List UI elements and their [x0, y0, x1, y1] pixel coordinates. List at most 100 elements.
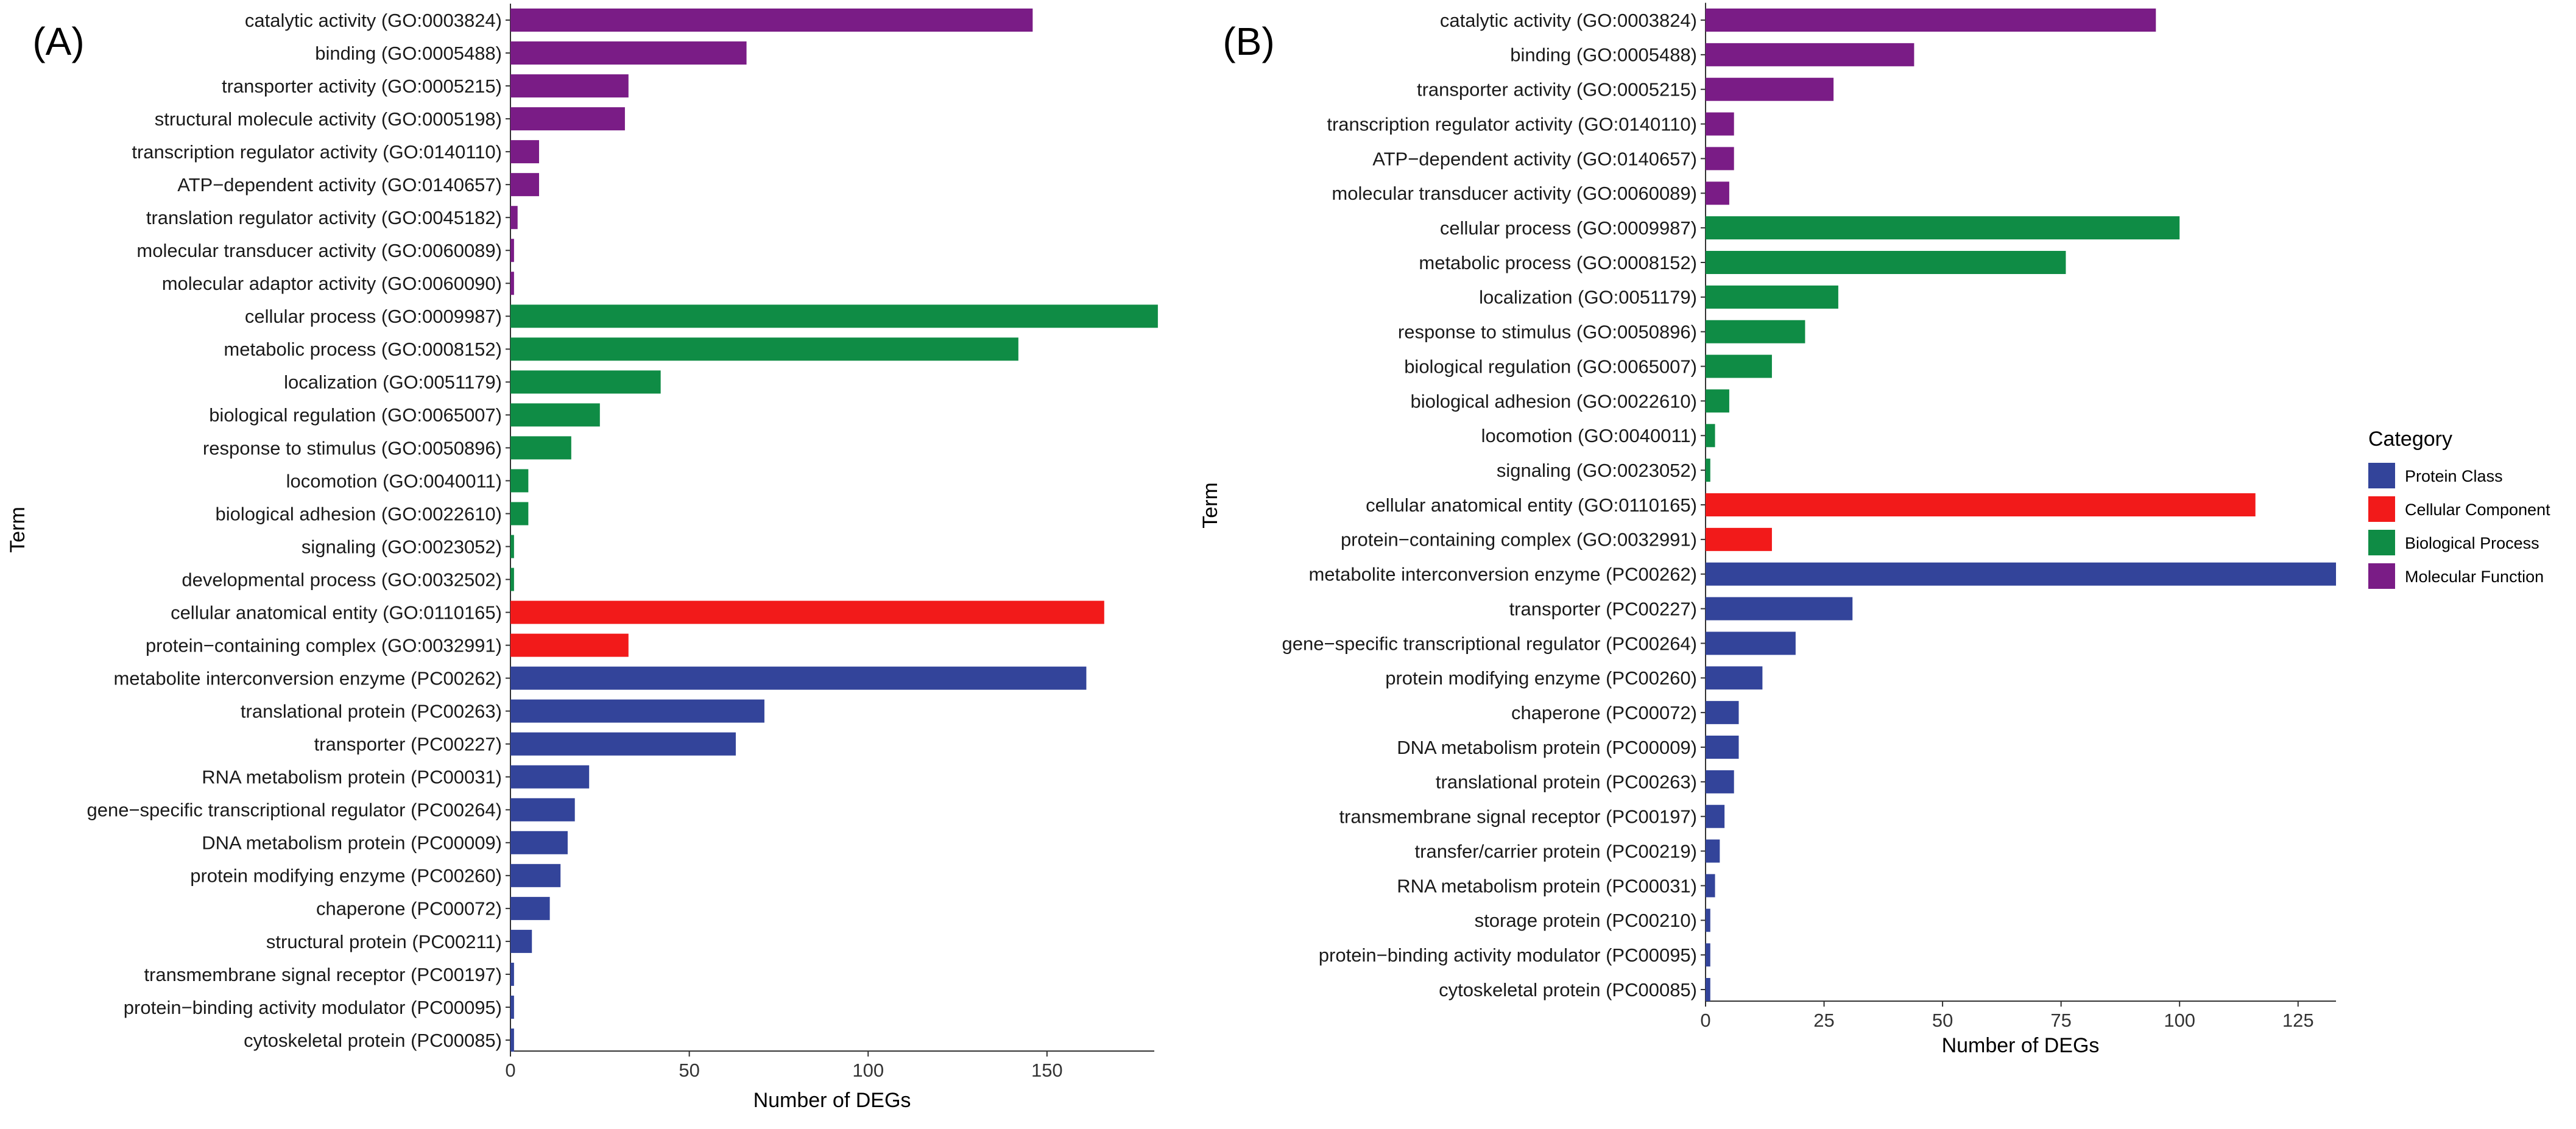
y-tick-label: signaling (GO:0023052) — [1497, 460, 1697, 481]
bar — [510, 304, 1158, 328]
legend-title: Category — [2368, 427, 2452, 451]
bar — [1706, 9, 2156, 32]
y-tick-label: DNA metabolism protein (PC00009) — [1397, 737, 1697, 758]
bar — [1706, 666, 1763, 690]
x-tick-label: 75 — [2050, 1010, 2071, 1031]
y-tick-label: translation regulator activity (GO:00451… — [146, 207, 502, 228]
bar — [510, 272, 514, 295]
x-tick-label: 50 — [679, 1060, 699, 1081]
y-tick-label: transmembrane signal receptor (PC00197) — [1339, 806, 1697, 828]
bar — [510, 568, 514, 591]
y-tick-label: cellular anatomical entity (GO:0110165) — [171, 602, 502, 623]
bar — [510, 140, 539, 164]
y-tick-label: biological regulation (GO:0065007) — [1404, 356, 1697, 377]
y-tick-label: transporter activity (GO:0005215) — [1417, 79, 1697, 100]
y-tick-label: protein modifying enzyme (PC00260) — [1385, 667, 1697, 689]
x-tick-label: 125 — [2282, 1010, 2314, 1031]
legend-entry-label: Biological Process — [2405, 534, 2539, 552]
bar — [1706, 527, 1772, 551]
y-tick-label: molecular adaptor activity (GO:0060090) — [162, 273, 502, 294]
y-tick-label: transporter (PC00227) — [314, 734, 502, 755]
y-tick-label: binding (GO:0005488) — [1510, 44, 1697, 66]
bar — [1706, 43, 1914, 66]
bar — [510, 337, 1018, 361]
bar — [510, 173, 539, 197]
y-tick-label: biological adhesion (GO:0022610) — [216, 503, 502, 524]
bar — [510, 962, 514, 986]
y-tick-label: developmental process (GO:0032502) — [182, 569, 502, 590]
y-tick-label: localization (GO:0051179) — [284, 371, 502, 393]
bar — [510, 798, 575, 821]
bar — [1706, 874, 1715, 898]
bar — [510, 502, 529, 526]
y-tick-label: signaling (GO:0023052) — [302, 536, 502, 557]
bar — [510, 436, 571, 460]
y-tick-label: molecular transducer activity (GO:006008… — [1332, 183, 1697, 204]
panel-a-chart: (A) catalytic activity (GO:0003824) bindin… — [6, 3, 1158, 1112]
bar — [1706, 181, 1729, 205]
legend-swatch — [2368, 530, 2395, 555]
x-tick-label: 0 — [505, 1060, 515, 1081]
bar — [510, 403, 600, 427]
bar — [1706, 978, 1710, 1001]
y-tick-label: cytoskeletal protein (PC00085) — [1439, 979, 1697, 1001]
panel-label: (A) — [32, 19, 84, 63]
y-tick-label: gene−specific transcriptional regulator … — [86, 800, 502, 821]
bar — [1706, 77, 1834, 101]
bar — [510, 929, 532, 953]
y-tick-label: protein−binding activity modulator (PC00… — [1319, 944, 1697, 966]
y-tick-label: transporter activity (GO:0005215) — [222, 76, 502, 97]
y-tick-label: metabolic process (GO:0008152) — [1419, 252, 1697, 273]
bar — [1706, 147, 1734, 171]
bar — [510, 107, 625, 131]
bar — [1706, 804, 1725, 828]
x-tick-label: 0 — [1700, 1010, 1710, 1031]
y-tick-label: cellular anatomical entity (GO:0110165) — [1366, 494, 1697, 516]
y-tick-label: ATP−dependent activity (GO:0140657) — [1372, 148, 1697, 169]
y-axis-title: Term — [6, 507, 29, 553]
y-tick-label: DNA metabolism protein (PC00009) — [202, 832, 502, 854]
x-tick-label: 100 — [2164, 1010, 2195, 1031]
bar — [1706, 909, 1710, 932]
bar — [510, 831, 568, 854]
y-tick-label: response to stimulus (GO:0050896) — [203, 437, 502, 459]
y-tick-label: translational protein (PC00263) — [1436, 772, 1697, 793]
bar — [510, 666, 1087, 690]
y-tick-label: RNA metabolism protein (PC00031) — [202, 767, 502, 788]
y-tick-label: protein−containing complex (GO:0032991) — [1341, 529, 1697, 550]
y-tick-label: locomotion (GO:0040011) — [1481, 425, 1697, 446]
bar — [1706, 770, 1734, 793]
y-tick-label: biological adhesion (GO:0022610) — [1411, 390, 1697, 412]
bar — [1706, 631, 1796, 655]
bar — [1706, 389, 1729, 413]
y-tick-label: binding (GO:0005488) — [315, 43, 502, 64]
x-axis-title: Number of DEGs — [753, 1089, 911, 1112]
bar — [1706, 320, 1805, 343]
bar — [1706, 354, 1772, 378]
y-tick-label: ATP−dependent activity (GO:0140657) — [177, 174, 502, 195]
bar — [1706, 493, 2256, 516]
bar — [510, 732, 736, 756]
y-tick-label: transcription regulator activity (GO:014… — [1327, 113, 1697, 135]
y-tick-label: metabolic process (GO:0008152) — [224, 339, 502, 360]
category-legend: Category Protein Class Cellular Component B… — [2368, 427, 2550, 589]
y-tick-label: protein−containing complex (GO:0032991) — [146, 635, 502, 656]
bar — [1706, 839, 1720, 863]
legend-swatch — [2368, 496, 2395, 522]
y-tick-label: transmembrane signal receptor (PC00197) — [144, 964, 502, 985]
y-tick-label: transporter (PC00227) — [1509, 598, 1697, 619]
bar — [1706, 216, 2180, 240]
y-tick-label: response to stimulus (GO:0050896) — [1398, 322, 1697, 343]
bar — [510, 633, 629, 657]
y-tick-label: metabolite interconversion enzyme (PC002… — [1308, 564, 1697, 585]
bar — [510, 9, 1033, 32]
y-tick-label: cellular process (GO:0009987) — [1440, 217, 1697, 239]
legend-entry-label: Molecular Function — [2405, 568, 2544, 586]
y-tick-label: molecular transducer activity (GO:006008… — [136, 240, 502, 261]
y-tick-label: gene−specific transcriptional regulator … — [1282, 633, 1697, 654]
bar — [1706, 424, 1715, 448]
bar — [510, 41, 747, 65]
y-tick-label: protein−binding activity modulator (PC00… — [124, 997, 502, 1018]
legend-entry-label: Protein Class — [2405, 467, 2503, 485]
bar — [510, 535, 514, 558]
